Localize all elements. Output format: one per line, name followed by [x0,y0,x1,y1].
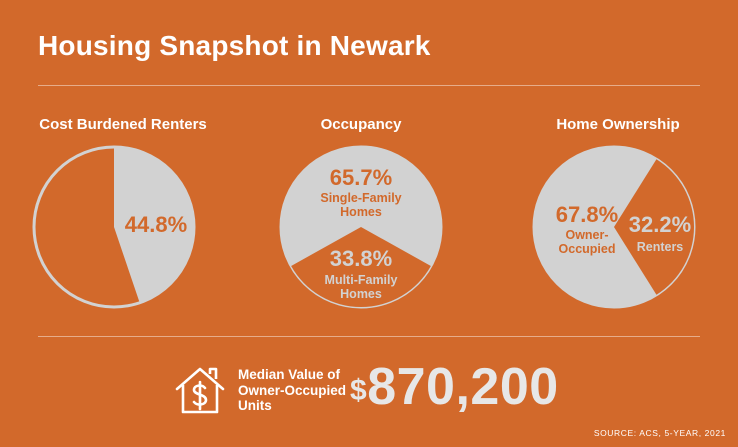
page-title: Housing Snapshot in Newark [38,30,431,61]
house-dollar-icon [175,367,225,414]
pie-cost-burdened-slice [114,147,195,303]
single-family-value: 65.7% [330,165,392,190]
owner-occupied-label-1: Owner- [565,228,608,242]
occupancy-title: Occupancy [320,116,402,133]
pie-cost-burdened: 44.8% [32,145,196,309]
pie-home-ownership: 67.8% Owner- Occupied 32.2% Renters [532,145,696,309]
divider-bottom [38,336,700,337]
dollar-sign: $ [350,374,368,407]
pie-ownership-renters-slice [614,159,694,295]
multi-family-value: 33.8% [330,246,392,271]
owner-occupied-label-2: Occupied [559,242,616,256]
divider-top [38,85,700,86]
home-ownership-title: Home Ownership [556,116,680,133]
cost-burdened-title: Cost Burdened Renters [39,116,207,133]
multi-family-label-2: Homes [340,287,382,301]
median-value: $870,200 [350,357,559,417]
owner-occupied-value: 67.8% [556,202,618,227]
renters-value: 32.2% [629,212,691,237]
source-note: SOURCE: ACS, 5-YEAR, 2021 [593,428,726,438]
single-family-label-2: Homes [340,205,382,219]
multi-family-label-1: Multi-Family [325,273,398,287]
renters-label: Renters [637,240,684,254]
median-value-label: Median Value of Owner-Occupied Units [238,367,347,413]
pie-occupancy: 65.7% Single-Family Homes 33.8% Multi-Fa… [279,145,443,309]
cost-burdened-value: 44.8% [125,212,187,237]
median-value-number: 870,200 [367,358,559,416]
pie-occupancy-multi-slice [291,227,431,307]
single-family-label-1: Single-Family [320,191,401,205]
